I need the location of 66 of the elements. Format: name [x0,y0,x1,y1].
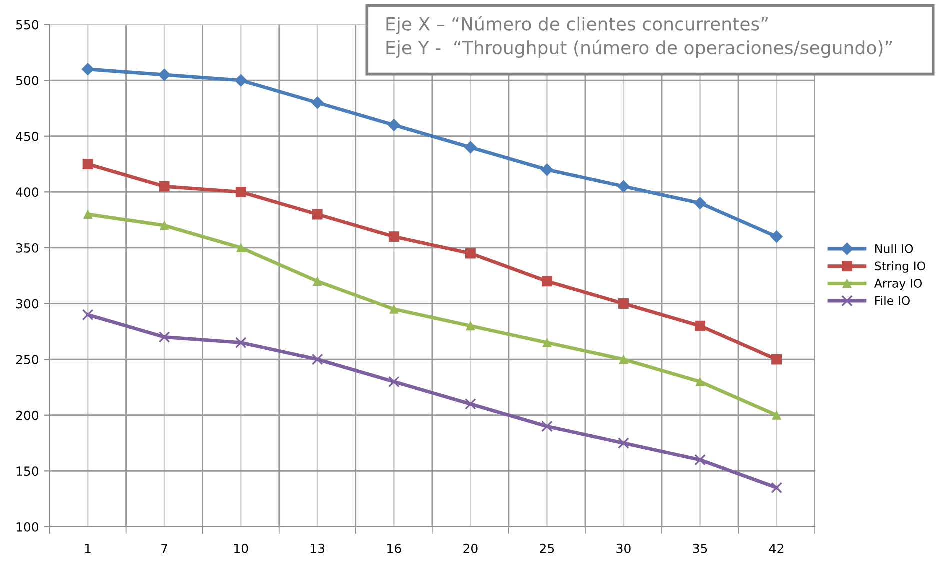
point [696,377,705,386]
legend-label: File IO [876,296,910,306]
y-tick-label: 350 [16,243,39,253]
point [540,164,554,176]
point [84,210,93,220]
y-tick-label: 550 [16,20,39,30]
y-tick-label: 500 [16,76,39,86]
annotation: Eje X – “Número de clientes concurrentes” [386,16,768,34]
x-tick-label: 1 [85,544,91,554]
point [618,438,630,449]
legend-label: String IO [875,261,926,273]
x-tick-label: 13 [311,544,325,554]
point [312,209,323,220]
point [542,276,552,287]
x-tick-label: 35 [693,544,708,554]
point [694,454,706,466]
point [388,118,400,132]
point [695,320,706,332]
point [466,322,476,331]
x-tick-label: 42 [769,544,784,554]
point [390,304,399,314]
point [82,309,94,321]
x-tick-label: 10 [234,544,248,554]
x-tick-label: 20 [464,544,478,554]
point [694,197,706,210]
point [772,410,782,420]
y-tick-label: 150 [16,466,39,476]
point [313,276,322,286]
point [465,248,476,259]
point [617,180,630,193]
point [158,68,171,82]
point [82,63,94,76]
y-tick-label: 250 [16,355,39,364]
legend-label: Array IO [874,279,922,290]
point [619,355,628,364]
point [542,338,552,348]
y-tick-label: 450 [16,132,39,142]
annotation: Eje Y - “Throughput (número de operaciones/segundo)” [386,40,892,58]
point [236,243,246,252]
point [618,298,629,309]
y-tick-label: 200 [16,410,39,420]
point [464,141,477,154]
point [388,376,400,388]
point [542,420,553,432]
x-tick-label: 30 [616,544,631,554]
point [159,181,170,192]
point [158,332,170,343]
y-tick-label: 100 [16,522,39,532]
point [82,159,94,170]
point [236,186,246,198]
point [160,221,170,230]
point [235,337,247,349]
point [311,96,324,110]
point [770,230,784,244]
x-tick-label: 16 [388,544,402,554]
point [388,232,400,242]
x-tick-label: 7 [162,544,168,554]
point [464,398,476,410]
point [772,354,782,365]
legend-label: Null IO [876,244,914,254]
y-tick-label: 300 [16,299,39,309]
y-tick-label: 400 [16,188,39,198]
x-tick-label: 25 [540,544,554,554]
point [234,74,248,87]
point [771,482,782,494]
point [312,354,324,366]
